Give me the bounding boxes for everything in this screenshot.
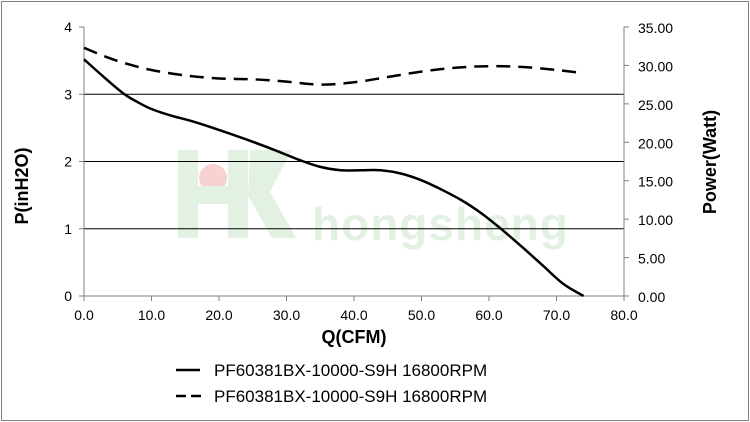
right-y-tick-label: 0.00 [638, 289, 665, 305]
x-tick-label: 20.0 [205, 307, 232, 323]
x-tick-label: 10.0 [138, 307, 165, 323]
left-y-tick-labels: 0 1 2 3 4 [64, 19, 72, 304]
left-y-tick-label: 3 [64, 86, 72, 102]
right-y-tick-label: 5.00 [638, 251, 665, 267]
left-y-tick-label: 2 [64, 154, 72, 170]
series-lines [83, 46, 585, 298]
watermark-logo-bridge [198, 186, 228, 204]
pressure-curve-line [83, 58, 585, 298]
right-y-tick-label: 35.00 [638, 20, 673, 36]
x-tick-label: 80.0 [610, 307, 637, 323]
x-tick-label: 50.0 [408, 307, 435, 323]
x-tick-label: 60.0 [475, 307, 502, 323]
x-tick-label: 40.0 [340, 307, 367, 323]
left-y-axis-title: P(inH2O) [12, 147, 32, 224]
left-y-tick-label: 1 [64, 221, 72, 237]
watermark-text: hongsheng [312, 198, 569, 250]
left-y-tick-label: 0 [64, 288, 72, 304]
x-axis-title: Q(CFM) [322, 327, 387, 347]
watermark-logo-k [248, 150, 296, 238]
legend-label-2: PF60381BX-10000-S9H 16800RPM [214, 387, 487, 406]
x-tick-label: 0.0 [74, 307, 94, 323]
gridlines [84, 93, 624, 230]
x-tick-labels: 0.0 10.0 20.0 30.0 40.0 50.0 60.0 70.0 80.0 [74, 307, 638, 323]
legend-label-1: PF60381BX-10000-S9H 16800RPM [214, 361, 487, 380]
x-tick-label: 70.0 [543, 307, 570, 323]
right-y-tick-label: 25.00 [638, 97, 673, 113]
axes [79, 26, 629, 301]
right-y-tick-labels: 0.00 5.00 10.00 15.00 20.00 25.00 30.00 35.00 [638, 20, 673, 305]
watermark-logo-bar-left [178, 150, 198, 238]
right-y-tick-label: 20.00 [638, 135, 673, 151]
x-tick-label: 30.0 [273, 307, 300, 323]
right-y-axis-title: Power(Watt) [700, 110, 720, 214]
watermark-logo-dot [199, 164, 227, 192]
watermark-logo [178, 150, 296, 238]
right-y-tick-label: 10.00 [638, 212, 673, 228]
power-curve-line [83, 46, 584, 86]
legend: PF60381BX-10000-S9H 16800RPM PF60381BX-1… [176, 361, 487, 406]
watermark-logo-bar-right [228, 150, 248, 238]
right-y-tick-label: 15.00 [638, 174, 673, 190]
right-y-tick-label: 30.00 [638, 58, 673, 74]
left-y-tick-label: 4 [64, 19, 72, 35]
